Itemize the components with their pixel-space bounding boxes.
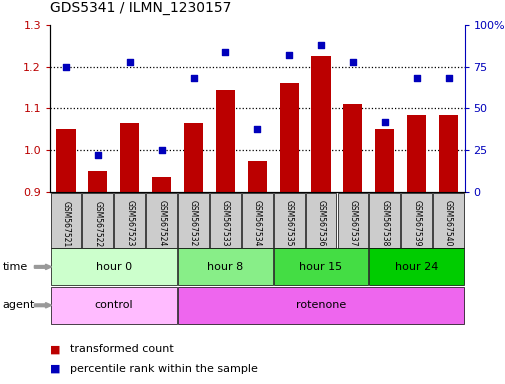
Bar [279,83,298,192]
Point [317,42,325,48]
Text: rotenone: rotenone [295,300,345,310]
Text: GSM567536: GSM567536 [316,200,325,247]
Bar [375,129,393,192]
Point [380,119,388,125]
Point [412,75,420,81]
Point [285,52,293,58]
Text: GSM567537: GSM567537 [348,200,357,247]
Text: GSM567524: GSM567524 [157,200,166,247]
Point [62,64,70,70]
Text: hour 15: hour 15 [299,262,342,272]
Text: hour 24: hour 24 [394,262,437,272]
Point [253,126,261,132]
Text: GSM567535: GSM567535 [284,200,293,247]
Point [189,75,197,81]
Text: GSM567540: GSM567540 [443,200,452,247]
Bar [57,129,75,192]
Text: ■: ■ [50,364,61,374]
Text: percentile rank within the sample: percentile rank within the sample [70,364,258,374]
Text: agent: agent [3,300,35,310]
Text: GSM567534: GSM567534 [252,200,261,247]
Bar [247,161,266,192]
Bar [216,90,234,192]
Point [125,59,133,65]
Bar [311,56,330,192]
Bar [120,123,139,192]
Text: hour 0: hour 0 [95,262,132,272]
Bar [438,115,457,192]
Bar [88,171,107,192]
Text: ■: ■ [50,344,61,354]
Point [94,152,102,158]
Point [158,147,166,153]
Text: GSM567522: GSM567522 [93,200,102,247]
Text: hour 8: hour 8 [207,262,243,272]
Bar [184,123,203,192]
Text: transformed count: transformed count [70,344,174,354]
Text: GSM567532: GSM567532 [189,200,197,247]
Bar [152,177,171,192]
Text: GSM567521: GSM567521 [62,200,70,247]
Text: GDS5341 / ILMN_1230157: GDS5341 / ILMN_1230157 [50,1,231,15]
Text: GSM567523: GSM567523 [125,200,134,247]
Point [221,49,229,55]
Text: GSM567533: GSM567533 [221,200,229,247]
Point [348,59,357,65]
Bar [407,115,425,192]
Text: time: time [3,262,28,272]
Text: GSM567539: GSM567539 [412,200,420,247]
Point [444,75,452,81]
Text: control: control [94,300,133,310]
Text: GSM567538: GSM567538 [380,200,388,247]
Bar [343,104,362,192]
